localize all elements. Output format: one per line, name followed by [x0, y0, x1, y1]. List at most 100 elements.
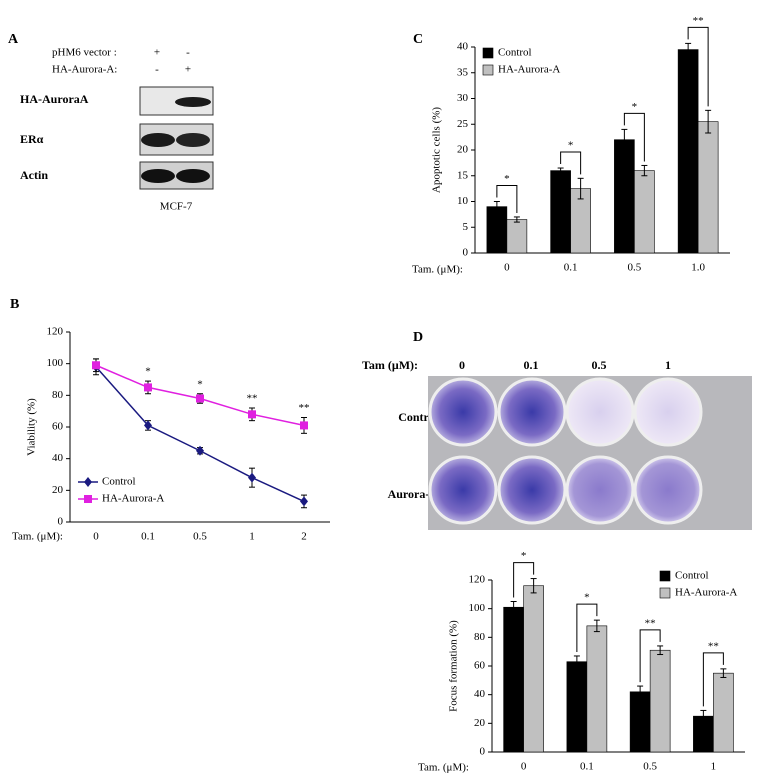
x-tick-label: 1.0 — [691, 262, 705, 274]
panel-a: A pHM6 vector : + - HA-Aurora-A: - + HA-… — [8, 32, 214, 213]
panel-letter: C — [413, 32, 423, 47]
sign: - — [155, 64, 159, 76]
y-tick-label: 25 — [457, 118, 469, 130]
legend-label: Control — [498, 47, 532, 59]
legend-label: HA-Aurora-A — [675, 587, 737, 599]
bar — [486, 206, 508, 254]
y-tick-label: 10 — [457, 195, 469, 207]
x-tick-label: 0.1 — [580, 761, 594, 773]
significance: ** — [645, 617, 656, 629]
column-label: 1 — [665, 358, 671, 372]
x-tick-label: 0.1 — [564, 262, 578, 274]
x-tick-label: 0 — [504, 262, 510, 274]
significance: ** — [708, 640, 719, 652]
significance: ** — [299, 402, 310, 414]
y-tick-label: 40 — [457, 41, 469, 53]
error-bar — [705, 109, 712, 134]
legend-swatch — [659, 570, 671, 582]
axis-label: Tam (μM): — [362, 358, 418, 372]
y-tick-label: 100 — [469, 602, 486, 614]
y-tick-label: 60 — [474, 660, 486, 672]
blot-label: HA-AuroraA — [20, 92, 89, 106]
error-bar — [637, 685, 644, 699]
band — [176, 169, 210, 183]
x-tick-label: 0 — [93, 531, 99, 543]
point — [144, 420, 152, 431]
legend-swatch — [482, 47, 494, 59]
y-tick-label: 80 — [474, 631, 486, 643]
bar — [614, 139, 635, 254]
sign: + — [185, 64, 191, 76]
error-bar — [685, 42, 692, 57]
y-tick-label: 120 — [47, 326, 64, 338]
bracket — [623, 112, 645, 162]
y-tick-label: 0 — [463, 247, 469, 259]
error-bar — [513, 216, 520, 223]
significance: * — [145, 366, 151, 378]
significance: ** — [693, 15, 704, 27]
y-axis-label: Viability (%) — [26, 398, 38, 456]
bar — [503, 606, 524, 753]
y-tick-label: 30 — [457, 92, 469, 104]
x-tick-label: 0.5 — [643, 761, 657, 773]
x-tick-label: 1 — [249, 531, 255, 543]
x-tick-label: 0.5 — [193, 531, 207, 543]
column-label: 0.5 — [592, 358, 607, 372]
y-axis-label: Focus formation (%) — [448, 620, 460, 712]
y-tick-label: 100 — [47, 357, 64, 369]
band — [141, 133, 175, 147]
y-tick-label: 20 — [457, 144, 469, 156]
error-bar — [720, 668, 727, 678]
significance: ** — [247, 393, 258, 405]
error-bar — [510, 601, 517, 614]
bar — [550, 170, 571, 254]
error-bar — [557, 167, 564, 174]
x-axis-label: Tam. (μM): — [418, 762, 469, 774]
error-bar — [641, 164, 648, 177]
bar — [634, 170, 655, 254]
y-tick-label: 60 — [52, 421, 64, 433]
x-axis-label: Tam. (μM): — [12, 531, 63, 543]
y-tick-label: 40 — [52, 452, 64, 464]
row-label: pHM6 vector : — [52, 47, 117, 59]
band — [176, 133, 210, 147]
band — [175, 97, 211, 107]
bar — [566, 661, 588, 753]
y-tick-label: 0 — [58, 516, 64, 528]
point — [300, 496, 308, 507]
bracket — [513, 562, 535, 598]
y-tick-label: 120 — [469, 574, 486, 586]
x-tick-label: 2 — [301, 531, 307, 543]
y-tick-label: 15 — [457, 169, 469, 181]
wells — [428, 377, 703, 525]
point — [248, 472, 256, 483]
bar — [523, 585, 544, 753]
bracket — [496, 185, 518, 213]
bracket — [687, 26, 709, 107]
x-tick-label: 0 — [521, 761, 527, 773]
point — [300, 421, 308, 430]
legend-label: HA-Aurora-A — [498, 64, 560, 76]
bar — [506, 219, 528, 254]
bracket — [560, 151, 582, 175]
significance: * — [632, 101, 638, 113]
x-tick-label: 1 — [711, 761, 717, 773]
x-axis-label: Tam. (μM): — [412, 264, 463, 276]
significance: * — [521, 550, 527, 562]
error-bar — [657, 645, 664, 656]
legend-marker — [84, 495, 92, 503]
y-tick-label: 20 — [52, 484, 64, 496]
x-tick-label: 0.1 — [141, 531, 155, 543]
bar — [677, 49, 699, 254]
legend-label: HA-Aurora-A — [102, 493, 164, 505]
error-bar — [573, 655, 580, 668]
significance: * — [568, 140, 574, 152]
significance: * — [504, 173, 510, 185]
bracket — [639, 629, 661, 683]
point — [196, 394, 204, 403]
column-label: 0 — [459, 358, 465, 372]
column-label: 0.1 — [524, 358, 539, 372]
y-tick-label: 20 — [474, 717, 486, 729]
